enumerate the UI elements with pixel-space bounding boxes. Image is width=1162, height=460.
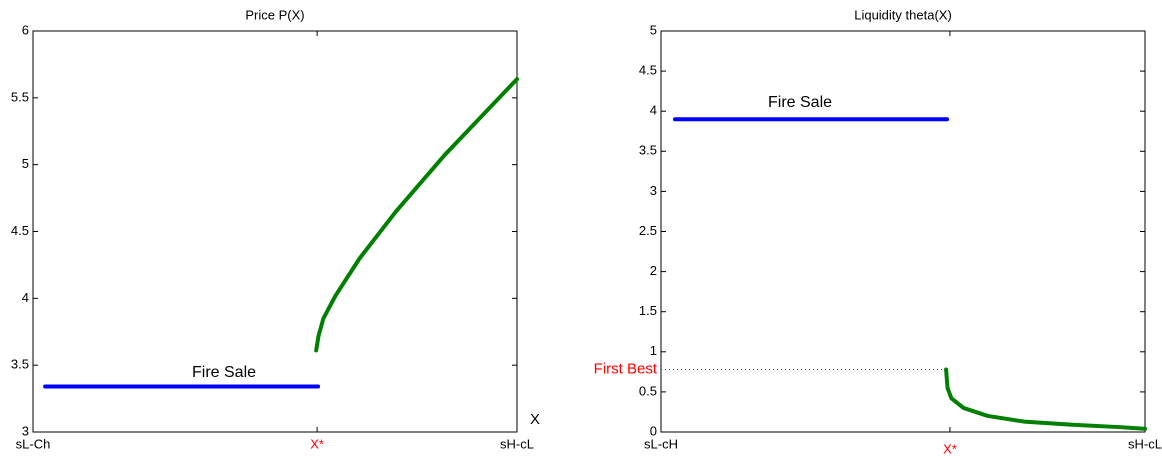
y-tick-label: 6 bbox=[22, 22, 29, 37]
chart-title: Price P(X) bbox=[245, 7, 304, 22]
x-tick-label: sH-cL bbox=[1128, 436, 1162, 451]
x-tick-label: sH-cL bbox=[500, 436, 534, 451]
plot-area bbox=[32, 30, 518, 433]
y-tick-label: 5 bbox=[22, 156, 29, 171]
x-tick-label: sL-cH bbox=[644, 436, 678, 451]
x-tick-label: X* bbox=[943, 441, 957, 456]
y-tick-label: 3 bbox=[22, 423, 29, 438]
y-tick-label: 0 bbox=[650, 423, 657, 438]
y-tick-label: 3 bbox=[650, 183, 657, 198]
y-tick-label: 3.5 bbox=[639, 143, 657, 158]
x-axis-label: X bbox=[530, 411, 540, 428]
y-tick-label: 4 bbox=[22, 290, 29, 305]
y-tick-label: 0.5 bbox=[639, 383, 657, 398]
x-tick-label: sL-Ch bbox=[16, 436, 51, 451]
annotation: Fire Sale bbox=[192, 364, 256, 381]
y-tick-label: 2.5 bbox=[639, 223, 657, 238]
y-tick-label: 5 bbox=[650, 22, 657, 37]
y-tick-label: 2 bbox=[650, 263, 657, 278]
y-tick-label: 4.5 bbox=[11, 223, 29, 238]
y-tick-label: 5.5 bbox=[11, 89, 29, 104]
series-line bbox=[314, 77, 519, 353]
x-tick-label: X* bbox=[310, 436, 324, 451]
y-tick-label: 4 bbox=[650, 103, 657, 118]
reference-label: First Best bbox=[594, 360, 658, 377]
y-tick-label: 1 bbox=[650, 343, 657, 358]
y-tick-label: 4.5 bbox=[639, 63, 657, 78]
plot-area bbox=[660, 30, 1146, 433]
y-tick-label: 1.5 bbox=[639, 303, 657, 318]
series-line bbox=[944, 367, 1147, 431]
annotation: Fire Sale bbox=[768, 94, 832, 111]
y-tick-label: 3.5 bbox=[11, 357, 29, 372]
chart-title: Liquidity theta(X) bbox=[854, 7, 952, 22]
